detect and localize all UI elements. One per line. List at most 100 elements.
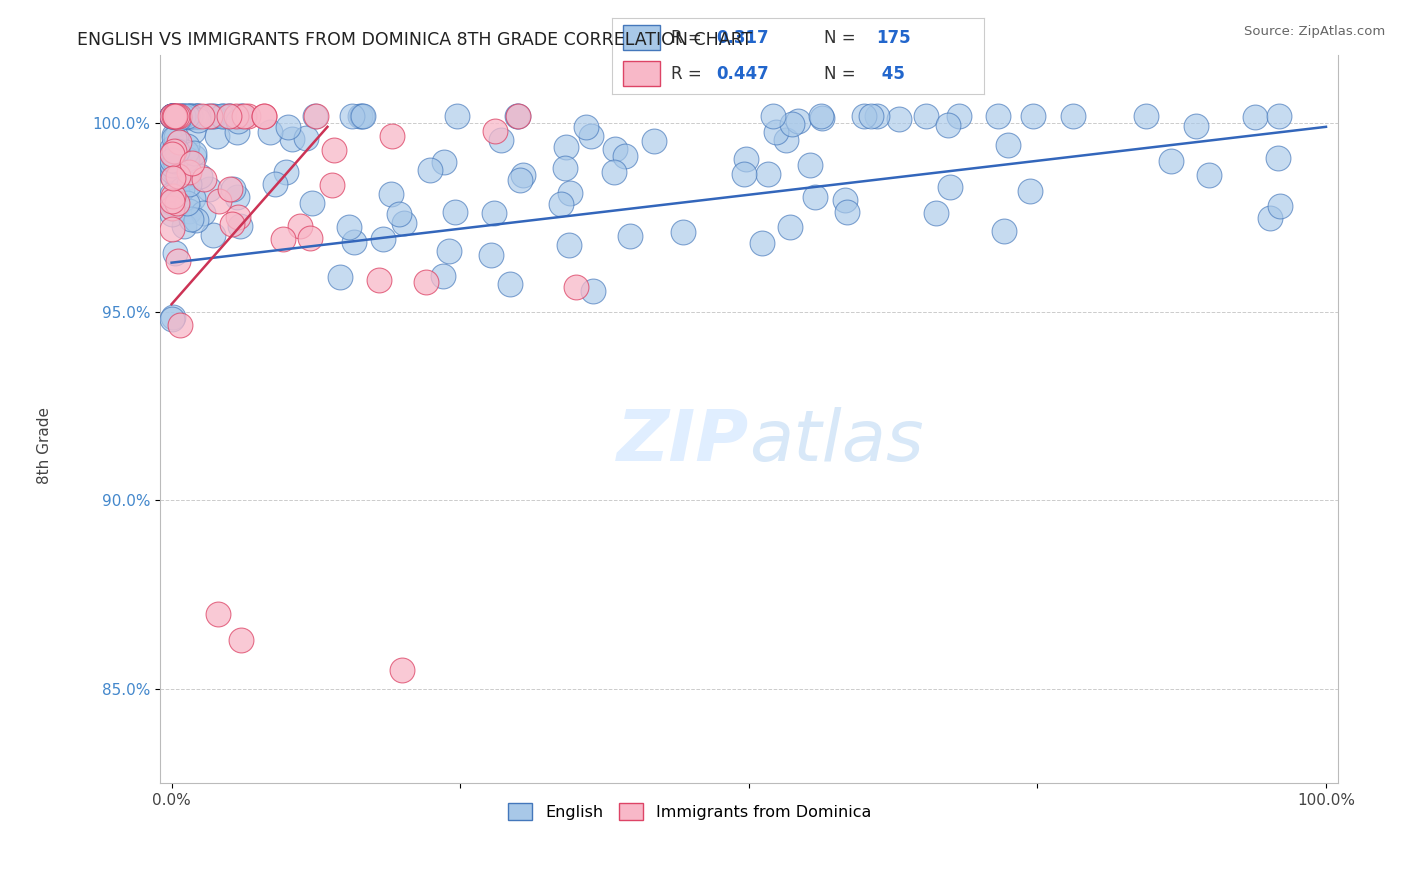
Point [198,108,221,122]
Point [174,145,197,159]
Point [187,108,209,122]
Point [554,140,576,154]
Point [388,207,411,221]
Point [173,108,195,122]
Point [329,269,352,284]
Point [160,194,183,208]
Text: 0.447: 0.447 [716,64,769,83]
Point [170,108,193,122]
Point [176,108,198,122]
Point [179,108,201,122]
Point [162,153,184,168]
Point [200,108,222,122]
Point [380,187,402,202]
Text: 175: 175 [876,29,911,47]
Text: R =: R = [671,29,707,47]
Point [160,201,183,215]
Point [169,108,191,122]
Point [1185,119,1208,133]
Point [162,222,184,236]
Point [166,108,188,122]
Point [229,219,252,233]
Point [276,164,298,178]
Point [1243,110,1265,124]
Point [160,108,183,122]
Point [160,159,183,173]
Point [219,182,242,196]
Point [166,170,188,185]
Point [299,230,322,244]
Point [226,210,249,224]
Point [160,169,183,183]
Point [1022,108,1045,122]
Point [160,187,183,202]
Point [1268,198,1291,212]
Point [512,168,534,182]
Point [221,217,243,231]
Point [987,108,1010,122]
Point [1258,211,1281,225]
Point [197,108,219,122]
Point [160,163,183,178]
Point [207,607,229,621]
Point [198,182,221,196]
Point [183,108,205,122]
Point [939,180,962,194]
Point [231,108,253,122]
Point [1019,184,1042,198]
Point [281,131,304,145]
Point [579,128,602,143]
Point [1267,151,1289,165]
Point [231,108,253,122]
Point [1268,108,1291,122]
Point [166,108,188,122]
Point [837,204,859,219]
Point [484,124,506,138]
Point [229,632,252,647]
Point [211,108,233,122]
Point [208,194,231,208]
Point [394,216,416,230]
Point [202,227,225,242]
Point [176,169,198,184]
Point [859,108,882,122]
Point [550,197,572,211]
Point [558,237,581,252]
Point [180,156,202,170]
Point [170,108,193,122]
Point [160,108,183,122]
Point [735,153,758,167]
Point [218,108,240,122]
Point [337,219,360,234]
Point [489,133,512,147]
Point [925,205,948,219]
Point [176,195,198,210]
Text: R =: R = [671,64,707,83]
Point [993,224,1015,238]
Point [163,108,186,122]
Point [498,277,520,292]
Point [218,108,240,122]
Point [160,311,183,326]
Point [343,235,366,250]
Point [176,139,198,153]
Point [439,244,461,259]
Point [162,108,184,122]
Point [160,141,183,155]
Point [167,112,190,126]
Point [253,108,276,122]
Text: 0.317: 0.317 [716,29,769,47]
Text: 8th Grade: 8th Grade [38,408,52,484]
Point [225,125,247,139]
Point [560,186,582,201]
Point [184,213,207,227]
Point [160,108,183,122]
Point [162,189,184,203]
Point [160,108,183,122]
Point [340,108,363,122]
Point [181,124,204,138]
Point [179,108,201,122]
Point [391,663,413,677]
Point [506,108,529,122]
Point [180,211,202,226]
